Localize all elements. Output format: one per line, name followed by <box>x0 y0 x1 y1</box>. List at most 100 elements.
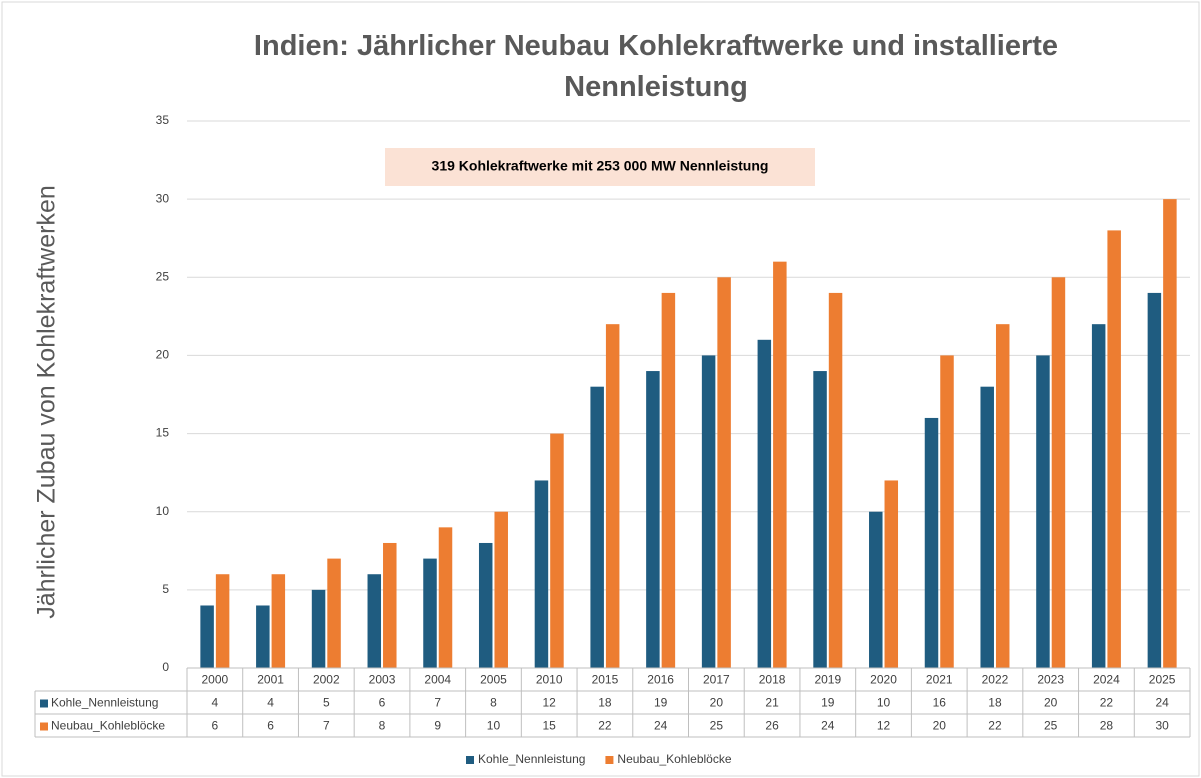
x-tick-label: 2022 <box>982 673 1009 687</box>
x-tick-label: 2002 <box>313 673 340 687</box>
table-cell: 6 <box>379 696 386 710</box>
x-tick-label: 2021 <box>926 673 953 687</box>
table-cell: 4 <box>212 696 219 710</box>
table-cell: 20 <box>933 719 947 733</box>
table-cell: 20 <box>710 696 724 710</box>
annotation: 319 Kohlekraftwerke mit 253 000 MW Nennl… <box>432 158 769 174</box>
bar <box>773 261 787 668</box>
bar <box>1051 277 1066 668</box>
y-tick-label: 10 <box>156 504 170 518</box>
table-cell: 26 <box>765 719 779 733</box>
bar <box>1107 230 1121 668</box>
x-tick-label: 2001 <box>257 673 284 687</box>
table-cell: 7 <box>323 719 330 733</box>
table-cell: 24 <box>821 719 835 733</box>
x-tick-label: 2024 <box>1093 673 1120 687</box>
table-cell: 10 <box>877 696 891 710</box>
table-cell: 19 <box>821 696 835 710</box>
table-cell: 15 <box>543 719 557 733</box>
table-cell: 19 <box>654 696 668 710</box>
x-tick-label: 2017 <box>703 673 730 687</box>
bar <box>661 292 676 668</box>
table-cell: 25 <box>710 719 724 733</box>
bar <box>884 480 899 668</box>
table-cell: 30 <box>1155 719 1169 733</box>
table-cell: 4 <box>267 696 274 710</box>
bar <box>438 527 453 668</box>
x-tick-label: 2020 <box>870 673 897 687</box>
table-legend-key <box>40 722 48 731</box>
y-tick-label: 20 <box>156 348 170 362</box>
bar <box>200 605 214 668</box>
bar <box>1036 355 1050 668</box>
x-tick-label: 2000 <box>202 673 229 687</box>
bar <box>590 386 604 668</box>
bar <box>327 558 341 668</box>
bar <box>701 355 716 668</box>
y-tick-label: 35 <box>156 113 170 127</box>
bar <box>813 371 827 668</box>
table-cell: 20 <box>1044 696 1058 710</box>
legend-label: Kohle_Nennleistung <box>478 752 585 766</box>
x-tick-label: 2004 <box>424 673 451 687</box>
table-row-label: Kohle_Nennleistung <box>51 696 158 710</box>
x-tick-label: 2023 <box>1037 673 1064 687</box>
legend-key <box>466 756 474 764</box>
table-cell: 24 <box>654 719 668 733</box>
bar <box>924 417 939 668</box>
y-tick-label: 25 <box>156 269 170 283</box>
x-tick-label: 2019 <box>814 673 841 687</box>
table-cell: 22 <box>598 719 612 733</box>
table-cell: 6 <box>267 719 274 733</box>
bar <box>1147 292 1162 668</box>
table-cell: 9 <box>434 719 441 733</box>
table-cell: 8 <box>490 696 497 710</box>
table-cell: 22 <box>988 719 1002 733</box>
bar <box>1091 324 1106 668</box>
bar <box>980 386 994 668</box>
table-cell: 18 <box>598 696 612 710</box>
bar <box>717 277 731 668</box>
bar <box>494 511 508 668</box>
bar <box>550 433 564 668</box>
table-cell: 6 <box>212 719 219 733</box>
x-tick-label: 2025 <box>1149 673 1176 687</box>
bar <box>757 339 772 668</box>
table-cell: 8 <box>379 719 386 733</box>
annotation-box <box>385 148 815 186</box>
bar <box>478 542 493 668</box>
x-tick-label: 2016 <box>647 673 674 687</box>
table-cell: 5 <box>323 696 330 710</box>
bar <box>869 511 883 668</box>
y-tick-label: 15 <box>156 426 170 440</box>
x-tick-label: 2010 <box>536 673 563 687</box>
bar <box>1163 199 1177 668</box>
table-cell: 10 <box>487 719 501 733</box>
bar <box>940 355 954 668</box>
y-axis-title: Jährlicher Zubau von Kohlekraftwerken <box>33 185 61 619</box>
bar <box>423 558 437 668</box>
bar <box>995 324 1010 668</box>
y-tick-label: 0 <box>162 660 169 674</box>
bar <box>534 480 549 668</box>
x-tick-label: 2015 <box>592 673 619 687</box>
x-tick-label: 2018 <box>759 673 786 687</box>
y-tick-label: 5 <box>162 582 169 596</box>
y-tick-label: 30 <box>156 191 170 205</box>
table-cell: 25 <box>1044 719 1058 733</box>
bar <box>646 371 660 668</box>
table-legend-key <box>40 699 48 708</box>
table-cell: 21 <box>765 696 779 710</box>
x-tick-label: 2003 <box>369 673 396 687</box>
bar <box>828 292 843 668</box>
table-cell: 24 <box>1155 696 1169 710</box>
x-tick-label: 2005 <box>480 673 507 687</box>
bar <box>383 542 397 668</box>
bar <box>367 574 382 668</box>
legend-key <box>605 756 614 764</box>
table-cell: 18 <box>988 696 1002 710</box>
bar <box>311 589 326 668</box>
table-cell: 12 <box>543 696 557 710</box>
